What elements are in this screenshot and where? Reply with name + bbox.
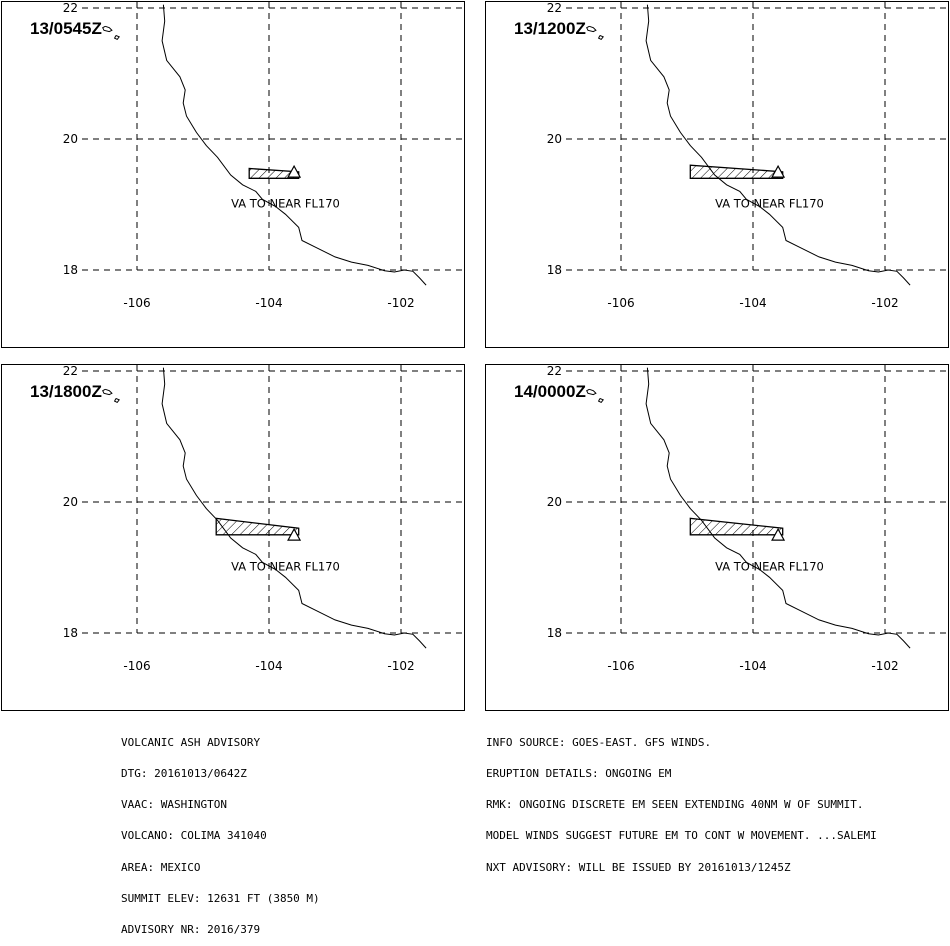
lat-tick-label: 18 [547, 263, 562, 277]
advisory-area: AREA: MEXICO [121, 860, 201, 874]
lat-tick-label: 20 [547, 495, 562, 509]
lon-tick-label: -106 [607, 659, 634, 673]
advisory-title: VOLCANIC ASH ADVISORY [121, 735, 261, 749]
island-outline [113, 398, 121, 404]
volcano-icon [771, 527, 786, 541]
advisory-eruption-details: ERUPTION DETAILS: ONGOING EM [486, 767, 672, 781]
lat-tick-label: 18 [63, 263, 78, 277]
advisory-info-source: INFO SOURCE: GOES-EAST. GFS WINDS. [486, 735, 712, 749]
map-canvas: -106 -104 -102 18 20 22 VA TO NEAR FL170 [63, 365, 465, 673]
lon-tick-label: -106 [123, 296, 150, 310]
ash-cloud-polygon [689, 517, 784, 536]
lat-tick-label: 22 [63, 365, 78, 378]
advisory-next: NXT ADVISORY: WILL BE ISSUED BY 20161013… [486, 860, 791, 874]
island-outline [586, 25, 597, 33]
lon-tick-label: -102 [387, 296, 414, 310]
lat-tick-label: 20 [547, 132, 562, 146]
map-canvas: -106 -104 -102 18 20 22 VA TO NEAR FL170 [547, 2, 949, 310]
advisory-details-block: INFO SOURCE: GOES-EAST. GFS WINDS. ERUPT… [486, 717, 877, 883]
lat-tick-label: 22 [547, 365, 562, 378]
lon-tick-label: -104 [255, 659, 282, 673]
valid-time-label: 14/0000Z [514, 382, 586, 401]
lat-tick-label: 22 [63, 2, 78, 15]
advisory-volcano: VOLCANO: COLIMA 341040 [121, 829, 267, 843]
island-outline [586, 388, 597, 396]
lat-tick-label: 18 [547, 626, 562, 640]
forecast-panel-2: -106 -104 -102 18 20 22 VA TO NEAR FL170 13/12… [485, 1, 949, 348]
ash-cloud-polygon [689, 164, 784, 179]
lon-tick-label: -102 [871, 659, 898, 673]
valid-time-label: 13/1200Z [514, 19, 586, 38]
forecast-panel-3: -106 -104 -102 18 20 22 VA TO NEAR FL170 13/18… [1, 364, 465, 711]
lat-tick-label: 20 [63, 132, 78, 146]
lon-tick-label: -102 [387, 659, 414, 673]
map-canvas: -106 -104 -102 18 20 22 VA TO NEAR FL170 [547, 365, 949, 673]
lon-tick-label: -106 [607, 296, 634, 310]
advisory-remark: RMK: ONGOING DISCRETE EM SEEN EXTENDING … [486, 798, 864, 812]
island-outline [113, 35, 121, 41]
ash-altitude-label: VA TO NEAR FL170 [231, 196, 340, 210]
lon-tick-label: -106 [123, 659, 150, 673]
volcano-icon [287, 164, 302, 178]
volcano-icon [771, 164, 786, 178]
ash-cloud-polygon [215, 517, 300, 536]
coastline [645, 4, 911, 286]
coastline [161, 4, 427, 286]
lat-tick-label: 22 [547, 2, 562, 15]
volcano-icon [287, 527, 302, 541]
lon-tick-label: -104 [255, 296, 282, 310]
island-outline [102, 25, 113, 33]
coastline [161, 367, 427, 649]
island-outline [102, 388, 113, 396]
ash-cloud-polygon [248, 167, 300, 179]
advisory-summit-elev: SUMMIT ELEV: 12631 FT (3850 M) [121, 891, 320, 905]
island-outline [597, 398, 605, 404]
map-canvas: -106 -104 -102 18 20 22 VA TO NEAR FL170 [63, 2, 465, 310]
advisory-remark-continued: MODEL WINDS SUGGEST FUTURE EM TO CONT W … [486, 829, 877, 843]
lat-tick-label: 18 [63, 626, 78, 640]
ash-altitude-label: VA TO NEAR FL170 [231, 559, 340, 573]
advisory-dtg: DTG: 20161013/0642Z [121, 767, 247, 781]
lon-tick-label: -102 [871, 296, 898, 310]
valid-time-label: 13/1800Z [30, 382, 102, 401]
island-outline [597, 35, 605, 41]
lat-tick-label: 20 [63, 495, 78, 509]
ash-altitude-label: VA TO NEAR FL170 [715, 559, 824, 573]
advisory-vaac: VAAC: WASHINGTON [121, 798, 227, 812]
forecast-panel-4: -106 -104 -102 18 20 22 VA TO NEAR FL170 14/00… [485, 364, 949, 711]
advisory-header-block: VOLCANIC ASH ADVISORY DTG: 20161013/0642… [121, 717, 320, 946]
lon-tick-label: -104 [739, 296, 766, 310]
ash-altitude-label: VA TO NEAR FL170 [715, 196, 824, 210]
forecast-panel-1: -106 -104 -102 18 20 22 VA TO NEAR FL170 13/05… [1, 1, 465, 348]
advisory-number: ADVISORY NR: 2016/379 [121, 923, 261, 937]
lon-tick-label: -104 [739, 659, 766, 673]
valid-time-label: 13/0545Z [30, 19, 102, 38]
coastline [645, 367, 911, 649]
